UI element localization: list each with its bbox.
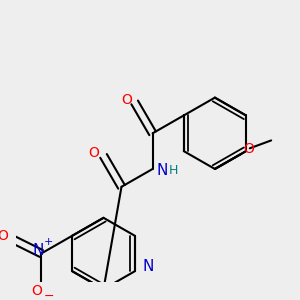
Text: N: N [156,163,168,178]
Text: O: O [122,93,133,106]
Text: O: O [31,284,42,298]
Text: H: H [169,164,178,177]
Text: O: O [243,142,254,156]
Text: O: O [0,230,8,243]
Text: −: − [44,290,54,300]
Text: N: N [33,243,44,258]
Text: N: N [142,259,154,274]
Text: O: O [88,146,100,160]
Text: +: + [44,237,53,247]
